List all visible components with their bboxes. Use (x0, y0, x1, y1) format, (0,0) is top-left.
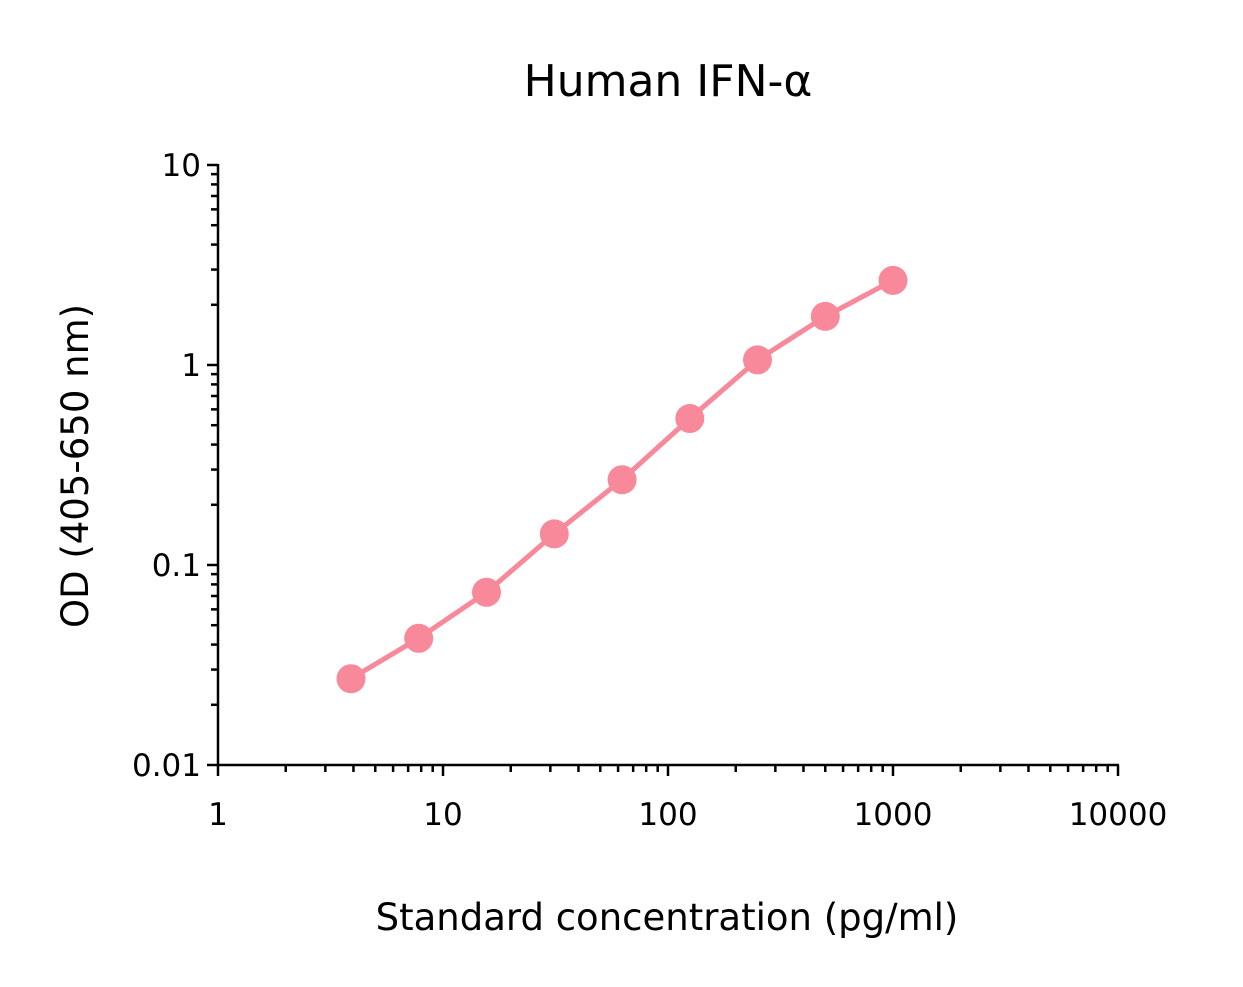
data-point (539, 519, 569, 549)
x-tick-label: 10000 (1069, 797, 1168, 833)
data-point (878, 265, 908, 295)
y-tick-label: 0.01 (132, 748, 201, 784)
series-layer (336, 265, 908, 694)
x-tick-label: 10 (423, 797, 462, 833)
x-axis-label: Standard concentration (pg/ml) (376, 896, 959, 939)
x-ticks (216, 765, 1120, 776)
x-tick-label: 1000 (854, 797, 933, 833)
y-tick-label: 0.1 (152, 548, 201, 584)
y-tick-label: 1 (181, 348, 201, 384)
data-point (404, 623, 434, 653)
data-point (810, 301, 840, 331)
y-axis-label: OD (405-650 nm) (54, 304, 97, 628)
chart-title: Human IFN-α (524, 56, 813, 107)
y-ticks (207, 163, 218, 767)
data-point (743, 345, 772, 375)
x-tick-label: 1 (208, 797, 228, 833)
data-point (675, 404, 705, 433)
y-tick-labels: 0.01 0.1 1 10 (132, 148, 201, 784)
x-tick-label: 100 (638, 797, 697, 833)
y-tick-label: 10 (162, 148, 201, 184)
data-point (336, 664, 366, 694)
data-point (607, 465, 637, 495)
x-tick-labels: 1 10 100 1000 10000 (208, 797, 1167, 833)
data-point (472, 577, 501, 607)
